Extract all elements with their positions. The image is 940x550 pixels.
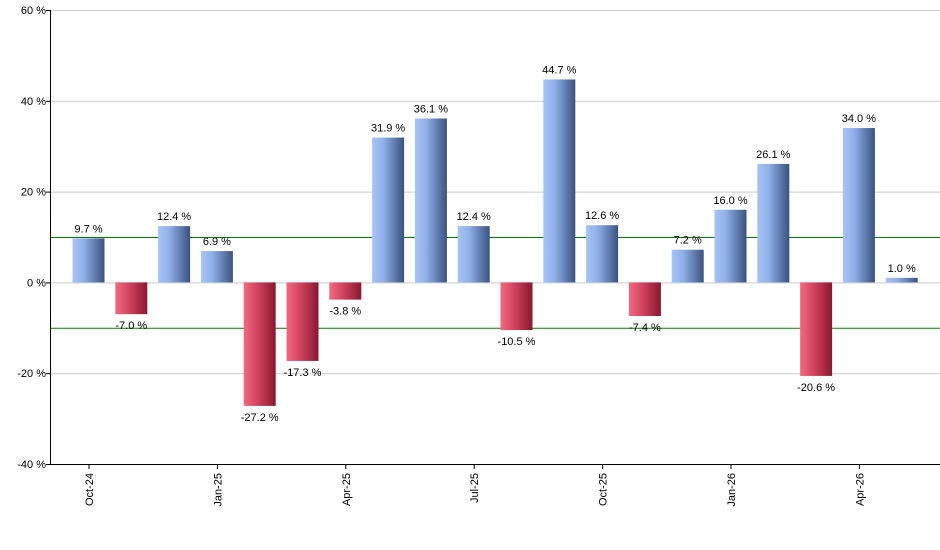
bar: [800, 282, 833, 376]
bar-value-label: -17.3 %: [284, 367, 322, 379]
bar: [243, 282, 276, 406]
bar: [543, 79, 576, 283]
bar-value-labels: 9.7 % -7.0 % 12.4 % 6.9 % -27.2 % -17.3 % -3.8…: [74, 64, 916, 423]
bar: [714, 209, 747, 283]
bar: [329, 282, 362, 300]
bar-value-label: 16.0 %: [713, 195, 747, 207]
bar: [757, 163, 790, 283]
x-tick-label: Jul-25: [469, 473, 481, 503]
bar-value-label: -20.6 %: [797, 382, 835, 394]
bar-value-label: 12.6 %: [585, 210, 619, 222]
bar-value-label: -7.4 %: [629, 322, 661, 334]
bars: [72, 79, 918, 406]
bar: [286, 282, 319, 361]
bar-value-label: -3.8 %: [329, 306, 361, 318]
bar-value-label: -27.2 %: [241, 412, 279, 424]
y-tick-label: 40 %: [21, 96, 46, 108]
bar-value-label: 9.7 %: [74, 223, 102, 235]
y-tick-label: -20 %: [17, 368, 46, 380]
bar-value-label: 7.2 %: [674, 235, 702, 247]
bar-value-label: 31.9 %: [371, 123, 405, 135]
x-tick-label: Apr-26: [854, 473, 866, 506]
bar: [671, 249, 704, 283]
x-tick-label: Apr-25: [341, 473, 353, 506]
bar: [885, 277, 918, 283]
bar-value-label: -7.0 %: [115, 320, 147, 332]
bar-value-label: 34.0 %: [842, 113, 876, 125]
y-tick-label: 0 %: [27, 277, 46, 289]
x-tick-label: Jan-26: [726, 473, 738, 507]
bar-value-label: 44.7 %: [542, 64, 576, 76]
bar-value-label: 1.0 %: [888, 263, 916, 275]
bar-value-label: 26.1 %: [756, 149, 790, 161]
x-tick-label: Oct-25: [598, 473, 610, 506]
bar: [72, 238, 105, 283]
bar: [372, 137, 405, 283]
bar-value-label: 12.4 %: [457, 211, 491, 223]
bar: [500, 282, 533, 331]
bar: [200, 251, 233, 283]
bar-value-label: 6.9 %: [203, 236, 231, 248]
bar: [586, 225, 619, 283]
bar: [628, 282, 661, 316]
y-tick-label: -40 %: [17, 459, 46, 471]
y-tick-label: 60 %: [21, 5, 46, 17]
bar: [414, 118, 447, 283]
x-tick-label: Jan-25: [212, 473, 224, 507]
bar: [115, 282, 148, 315]
reference-lines: [50, 237, 940, 329]
bar: [457, 226, 490, 283]
y-tick-label: 20 %: [21, 187, 46, 199]
bar-value-label: 36.1 %: [414, 104, 448, 116]
bar-value-label: 12.4 %: [157, 211, 191, 223]
bar-value-label: -10.5 %: [498, 336, 536, 348]
axes: 60 % 40 % 20 % 0 % -20 % -40 % Oct-24 Jan-25 Apr…: [17, 5, 940, 507]
bar: [158, 226, 191, 283]
x-tick-label: Oct-24: [84, 473, 96, 506]
bar: [842, 128, 875, 283]
